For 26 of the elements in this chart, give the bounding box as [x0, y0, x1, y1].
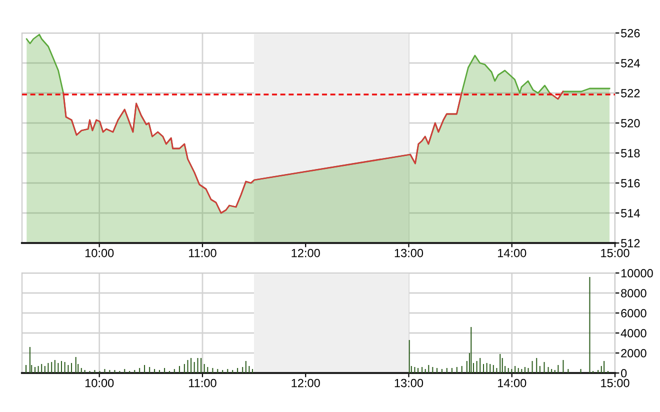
y-tick-label: 4000	[620, 329, 646, 338]
y-tick-label: 518	[621, 149, 640, 158]
x-tick-label: 11:00	[189, 248, 216, 258]
x-tick-label: 11:00	[189, 378, 216, 388]
y-tick-label: 2000	[621, 349, 646, 358]
x-tick-label: 13:00	[394, 248, 424, 258]
x-tick-label: 15:00	[601, 248, 630, 258]
x-tick-label: 12:00	[292, 378, 320, 388]
x-tick-label: 12:00	[292, 248, 320, 258]
y-tick-label: 522	[621, 89, 640, 98]
x-tick-label: 10:00	[85, 248, 114, 258]
y-tick-label: 512	[621, 239, 640, 248]
y-tick-label: 520	[621, 119, 640, 128]
y-tick-label: 516	[621, 179, 640, 188]
x-tick-label: 14:00	[498, 378, 526, 388]
y-tick-label: 526	[621, 29, 640, 38]
x-tick-label: 10:00	[85, 378, 114, 388]
x-tick-label: 15:00	[601, 378, 630, 388]
y-tick-label: 514	[621, 209, 640, 218]
x-tick-label: 13:00	[394, 378, 424, 388]
y-tick-label: 0	[621, 369, 627, 378]
y-tick-label: 524	[621, 59, 640, 68]
x-tick-label: 14:00	[498, 248, 526, 258]
y-tick-label: 8000	[621, 289, 646, 298]
y-tick-label: 10000	[621, 269, 653, 278]
y-tick-label: 6000	[621, 309, 646, 318]
